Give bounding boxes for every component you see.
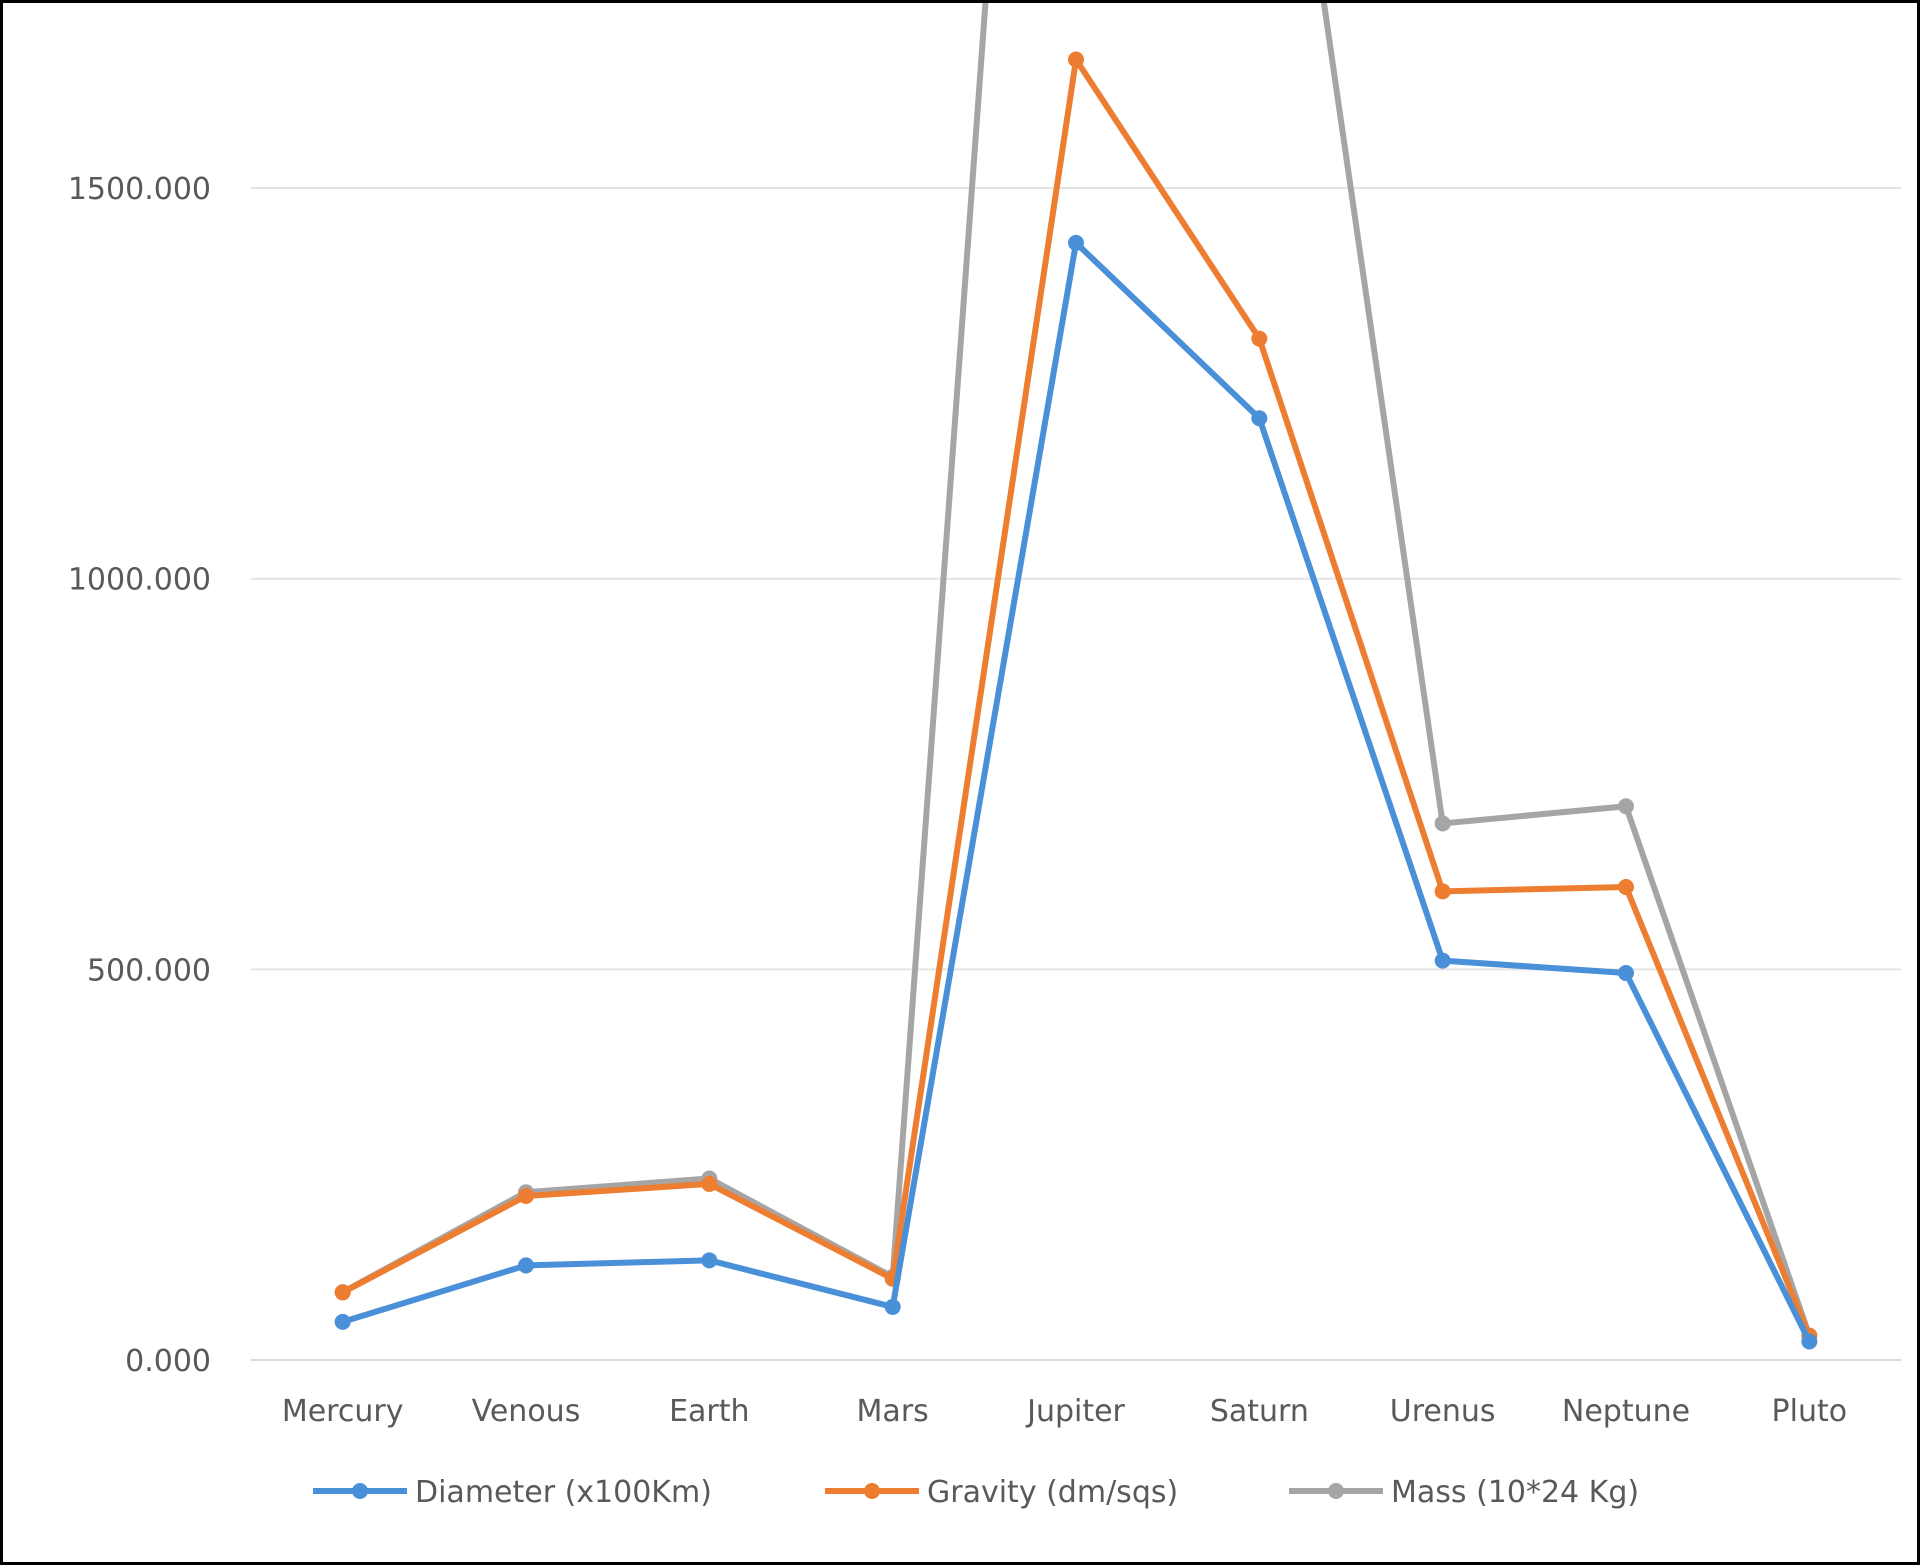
data-point (518, 1187, 534, 1204)
x-category-label: Mars (857, 1394, 929, 1429)
data-point (1251, 330, 1268, 347)
data-point (1068, 234, 1084, 251)
data-point (1618, 878, 1634, 895)
data-point (1068, 51, 1084, 68)
legend-label: Mass (10*24 Kg) (1391, 1475, 1639, 1510)
legend-label: Gravity (dm/sqs) (927, 1475, 1178, 1510)
x-axis-category-labels: Mercury Venous Earth Mars Jupiter Saturn Urenu… (282, 1394, 1847, 1429)
x-category-label: Pluto (1772, 1394, 1848, 1429)
data-point (1434, 883, 1451, 900)
data-point (1618, 965, 1634, 982)
data-point (334, 1313, 351, 1330)
data-point (1434, 952, 1451, 969)
series-line (339, 239, 1813, 1345)
data-point (334, 1284, 351, 1301)
data-point (1801, 1333, 1818, 1350)
data-point (518, 1257, 534, 1274)
data-point (1434, 815, 1451, 832)
data-point (884, 1298, 901, 1315)
x-category-label: Mercury (282, 1394, 404, 1429)
y-tick-label: 1000.000 (68, 563, 211, 598)
series-line (339, 3, 1813, 1339)
y-tick-label: 500.000 (87, 953, 211, 988)
legend-swatch-marker (864, 1483, 880, 1499)
data-point (701, 1175, 718, 1192)
legend-swatch-marker (1328, 1483, 1344, 1499)
y-tick-label: 1500.000 (68, 172, 211, 207)
x-category-label: Venous (472, 1394, 581, 1429)
x-category-label: Neptune (1562, 1394, 1690, 1429)
y-tick-label: 0.000 (125, 1344, 211, 1379)
legend-swatch-marker (352, 1483, 368, 1499)
data-point (1618, 798, 1634, 815)
x-category-label: Jupiter (1025, 1394, 1125, 1429)
series-lines (334, 3, 1818, 1350)
data-point (1251, 410, 1268, 427)
data-point (701, 1252, 718, 1269)
gridlines (251, 187, 1901, 1361)
legend-label: Diameter (x100Km) (415, 1475, 712, 1510)
x-category-label: Earth (669, 1394, 749, 1429)
y-axis-tick-labels: 0.000 500.000 1000.000 1500.000 (68, 172, 211, 1379)
line-chart: 0.000 500.000 1000.000 1500.000 Mercury Veno… (68, 3, 1901, 1510)
x-category-label: Saturn (1210, 1394, 1309, 1429)
x-category-label: Urenus (1390, 1394, 1496, 1429)
legend: Diameter (x100Km) Gravity (dm/sqs) Mass (1… (313, 1475, 1639, 1510)
